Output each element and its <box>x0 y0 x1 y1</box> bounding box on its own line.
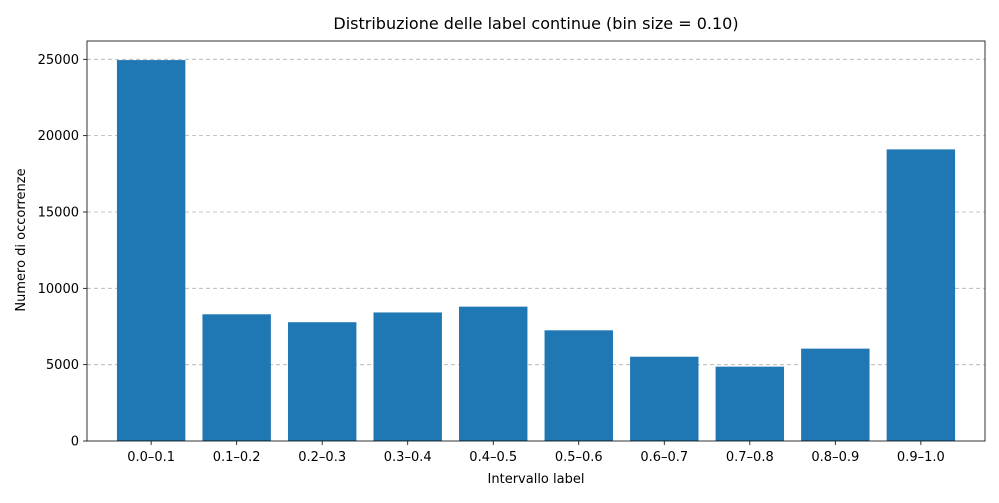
bar <box>544 330 613 441</box>
bar <box>630 356 699 441</box>
x-tick-label: 0.5–0.6 <box>555 450 603 465</box>
x-tick-label: 0.9–1.0 <box>897 450 945 465</box>
bar <box>287 322 357 441</box>
chart-title: Distribuzione delle label continue (bin … <box>333 14 738 33</box>
bar <box>459 306 528 441</box>
y-tick-label: 5000 <box>46 358 79 373</box>
x-tick-label: 0.4–0.5 <box>469 450 517 465</box>
bar <box>373 312 442 441</box>
x-tick-label: 0.3–0.4 <box>384 450 432 465</box>
bar <box>715 366 785 441</box>
y-axis-label: Numero di occorrenze <box>14 168 29 311</box>
y-tick-label: 20000 <box>38 129 79 144</box>
y-tick-label: 15000 <box>38 205 79 220</box>
x-tick-label: 0.2–0.3 <box>298 450 346 465</box>
bar <box>116 60 186 441</box>
bar <box>202 314 271 441</box>
bar <box>801 348 870 441</box>
bar <box>886 149 956 441</box>
bar-layer <box>116 60 956 441</box>
tick-layer: 0 5000 10000 15000 20000 25000 0.0–0.1 0.1–0.2 0… <box>38 53 945 465</box>
y-tick-label: 0 <box>71 435 79 450</box>
x-tick-label: 0.1–0.2 <box>213 450 261 465</box>
y-tick-label: 25000 <box>38 53 79 68</box>
x-tick-label: 0.0–0.1 <box>127 450 175 465</box>
x-axis-label: Intervallo label <box>488 472 585 487</box>
x-tick-label: 0.6–0.7 <box>640 450 688 465</box>
x-tick-label: 0.7–0.8 <box>726 450 774 465</box>
plot-frame <box>86 40 986 442</box>
x-tick-label: 0.8–0.9 <box>811 450 859 465</box>
axis-layer <box>86 40 986 442</box>
y-tick-label: 10000 <box>38 282 79 297</box>
